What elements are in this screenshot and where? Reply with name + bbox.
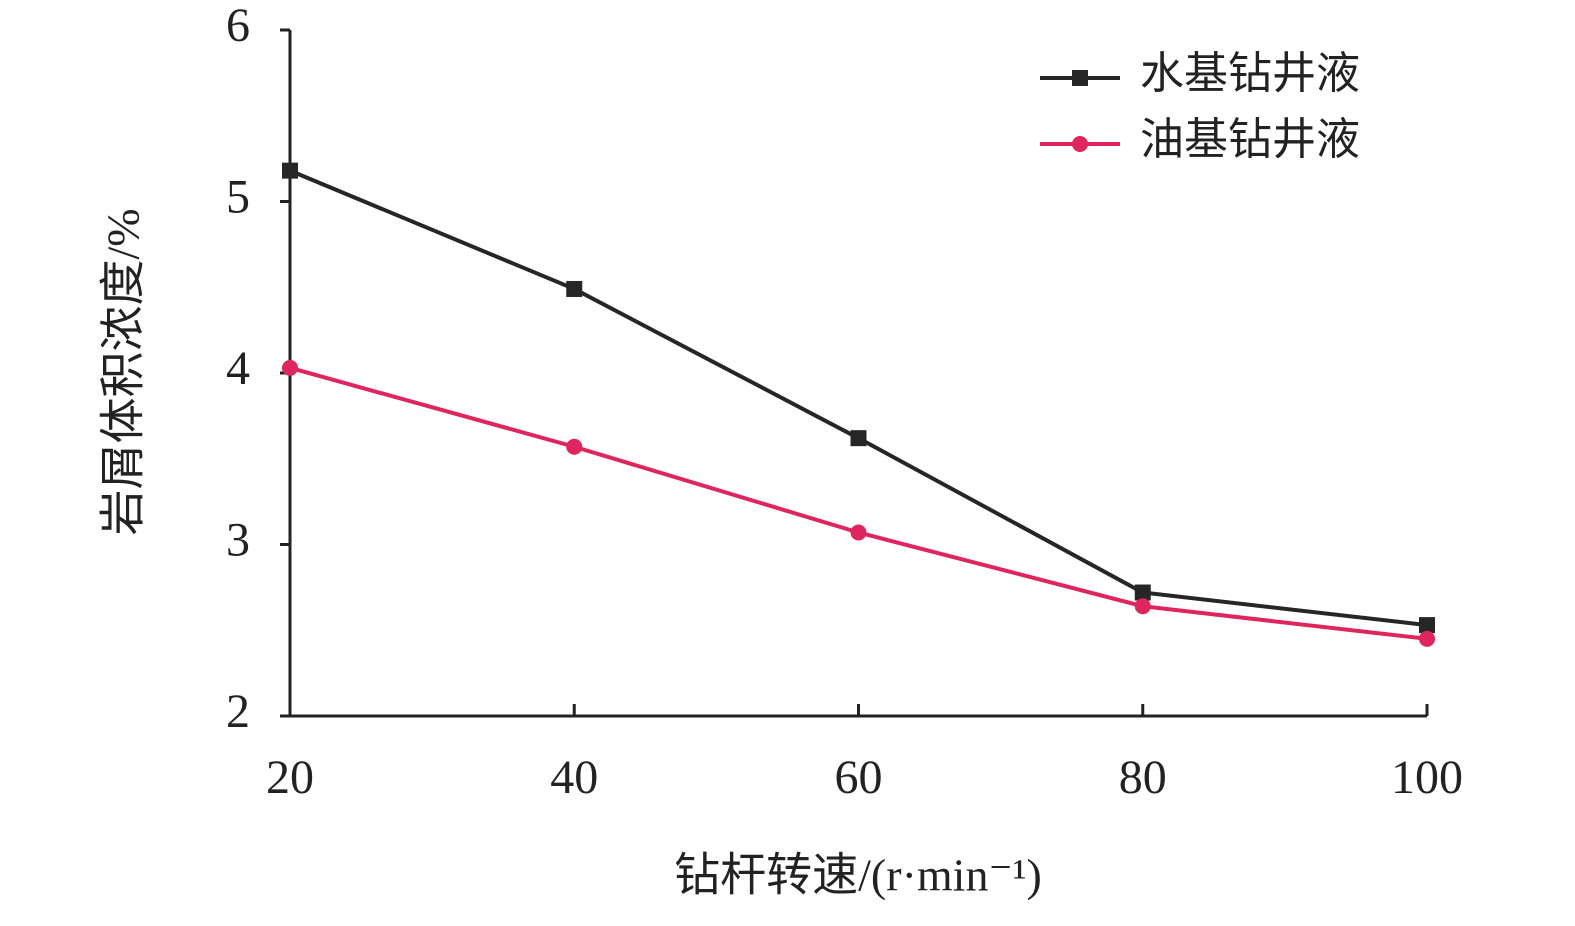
marker (1134, 584, 1151, 601)
series-line (289, 168, 1428, 628)
x-tick-label: 20 (266, 751, 314, 804)
marker (850, 524, 867, 541)
y-axis-title: 岩屑体积浓度/% (98, 208, 149, 535)
marker (850, 430, 867, 447)
y-tick-label: 5 (226, 171, 250, 224)
legend-label: 水基钻井液 (1140, 49, 1360, 98)
marker (566, 438, 583, 455)
marker (566, 280, 583, 297)
legend-label: 油基钻井液 (1140, 115, 1360, 164)
y-tick-label: 4 (226, 342, 250, 395)
x-tick-label: 40 (550, 751, 598, 804)
marker (1134, 598, 1151, 615)
y-tick-label: 6 (226, 0, 250, 52)
x-tick-label: 60 (835, 751, 883, 804)
y-tick-label: 3 (226, 514, 250, 567)
legend-marker (1072, 136, 1088, 152)
x-tick-label: 80 (1119, 751, 1167, 804)
series-line (289, 365, 1428, 641)
marker (1419, 617, 1435, 634)
marker (282, 162, 298, 179)
legend-marker (1072, 70, 1088, 86)
x-axis-title: 钻杆转速/(r·min⁻¹) (674, 850, 1042, 901)
x-tick-label: 100 (1391, 751, 1463, 804)
marker (282, 359, 298, 376)
y-tick-label: 2 (226, 685, 250, 738)
marker (1419, 630, 1435, 647)
